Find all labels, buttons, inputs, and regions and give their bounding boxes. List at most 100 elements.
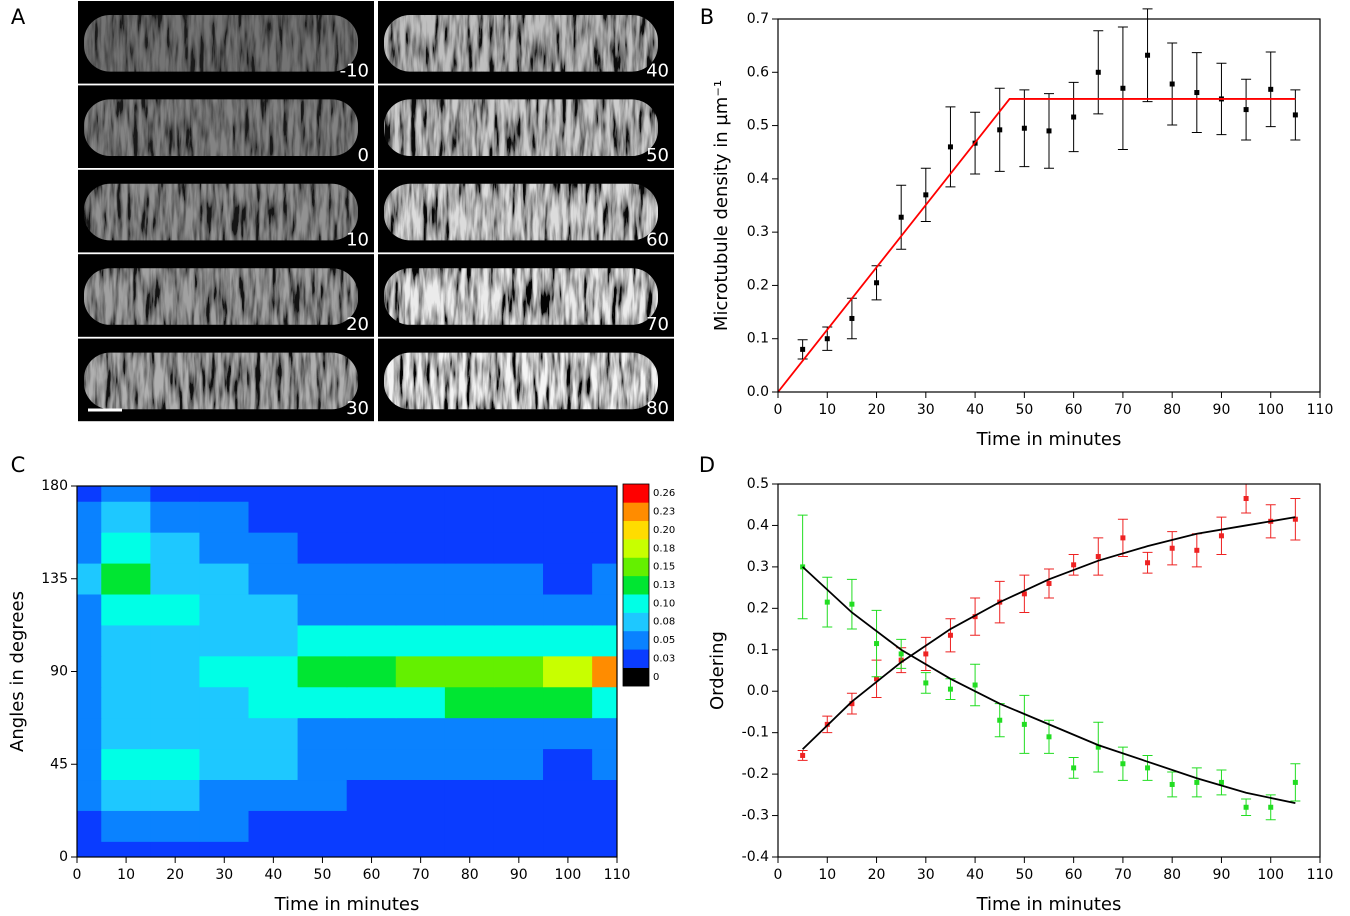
heatmap-cell [297,562,348,595]
y-tick-label: 180 [41,478,68,494]
data-point [1243,496,1249,502]
x-tick-label: 90 [1213,402,1231,418]
frame-label: 10 [346,229,369,250]
heatmap-cell [297,593,348,626]
x-tick-label: 30 [215,867,233,883]
panel-letter: B [700,5,714,29]
heatmap-cell [199,624,250,657]
heatmap-cell [493,501,544,533]
y-tick-label: 45 [50,756,68,772]
colorbar-band [623,484,649,503]
frame-label: 20 [346,314,369,335]
x-tick-label: 90 [1213,867,1231,883]
heatmap-cell [101,501,151,533]
data-point [849,701,855,707]
heatmap-cell [248,593,299,626]
heatmap-cell [444,717,495,750]
heatmap-cell [493,748,544,781]
data-point [1218,533,1224,539]
heatmap-cell [395,686,446,719]
data-point [824,336,830,342]
colorbar-label: 0.10 [653,598,675,609]
heatmap-cell [592,655,617,688]
x-tick-label: 100 [1257,402,1284,418]
frame-label: 70 [646,314,669,335]
frame-label: 80 [646,398,669,419]
heatmap-cell [101,748,151,781]
heatmap-cell [297,624,348,657]
heatmap-cell [199,486,250,502]
colorbar-label: 0.18 [653,543,675,554]
frame-label: -10 [340,61,369,82]
heatmap-cell [199,532,250,564]
micrograph: 50 [378,85,674,168]
colorbar-band [623,520,649,540]
heatmap-cell [346,532,397,564]
colorbar-label: 0.13 [653,580,675,591]
heatmap-cell [297,779,348,811]
heatmap-cell [493,486,544,502]
data-point [898,651,904,657]
heatmap-cell [150,748,201,781]
heatmap-cell [346,717,397,750]
colorbar-label: 0.05 [653,635,675,646]
heatmap-cell [77,748,102,781]
colorbar-label: 0.03 [653,653,675,664]
data-point [1243,804,1249,810]
data-point [1046,128,1052,134]
heatmap-cell [395,810,446,842]
data-point [1095,554,1101,560]
data-point [898,214,904,220]
heatmap-cell [543,593,593,626]
x-tick-label: 100 [1257,867,1284,883]
heatmap-cell [395,562,446,595]
frame-label: 30 [346,398,369,419]
cell-texture [84,183,358,241]
heatmap-cell [395,748,446,781]
data-point [1120,535,1126,541]
micrograph: 10 [78,169,374,253]
heatmap-cell [543,655,593,688]
heatmap-cell [199,655,250,688]
heatmap-cell [493,655,544,688]
x-tick-label: 100 [555,867,582,883]
x-tick-label: 60 [363,867,381,883]
y-tick-label: 90 [50,664,68,680]
heatmap-cell [444,562,495,595]
micrograph: 70 [378,254,674,337]
heatmap-cell [543,779,593,811]
x-tick-label: 80 [1163,867,1181,883]
micrograph: -10 [78,1,374,84]
frame-label: 40 [646,61,669,82]
colorbar-band [623,630,649,650]
heatmap-cell [543,486,593,502]
heatmap-cell [444,810,495,842]
heatmap-cell [346,686,397,719]
colorbar-band [623,539,649,558]
micrograph: 80 [378,338,674,422]
heatmap-cell [248,624,299,657]
x-tick-label: 110 [604,867,631,883]
x-tick-label: 10 [818,867,836,883]
x-tick-label: 50 [1015,867,1033,883]
heatmap-cell [493,810,544,842]
micrograph: 20 [78,254,374,337]
heatmap-cell [199,562,250,595]
data-point [947,632,953,638]
y-tick-label: 0.5 [747,476,769,492]
y-tick-label: -0.3 [742,808,769,824]
data-point [947,144,953,150]
heatmap-cell [493,686,544,719]
heatmap-cell [297,686,348,719]
data-point [1021,125,1027,131]
heatmap-cell [150,562,201,595]
data-point [1120,85,1126,91]
data-point [1268,804,1274,810]
y-tick-label: 0.3 [747,224,769,240]
x-tick-label: 50 [314,867,332,883]
heatmap-cell [543,748,593,781]
x-axis-label: Time in minutes [976,894,1122,915]
data-point [1169,545,1175,551]
colorbar-label: 0 [653,672,659,683]
x-tick-label: 0 [774,402,783,418]
